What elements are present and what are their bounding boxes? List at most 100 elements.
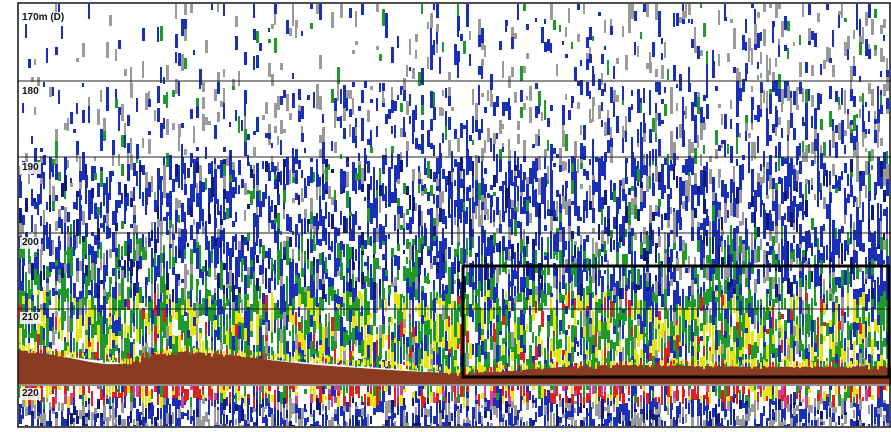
echo-speckle — [472, 170, 474, 176]
echo-speckle — [520, 239, 523, 249]
echo-speckle — [565, 267, 568, 273]
echo-speckle — [640, 143, 643, 159]
echo-speckle — [595, 274, 597, 280]
echo-speckle — [772, 81, 775, 87]
echo-speckle — [508, 318, 510, 332]
echo-speckle — [376, 4, 379, 12]
echo-speckle — [433, 145, 435, 156]
echo-speckle — [718, 169, 721, 178]
echo-speckle — [304, 287, 307, 292]
echo-speckle — [382, 316, 385, 324]
echo-speckle — [136, 261, 139, 270]
echo-speckle — [391, 87, 393, 100]
echo-speckle — [478, 19, 481, 35]
echo-speckle — [796, 281, 798, 296]
echo-speckle — [694, 267, 697, 278]
echo-speckle — [19, 223, 22, 236]
echo-speckle — [175, 210, 178, 222]
echo-speckle — [607, 296, 610, 300]
echo-speckle — [604, 217, 606, 227]
echo-speckle — [439, 153, 442, 168]
echo-speckle — [523, 185, 525, 192]
echo-speckle — [79, 205, 82, 221]
echo-speckle — [268, 206, 271, 223]
echo-speckle — [472, 276, 474, 282]
echo-speckle — [565, 181, 568, 188]
echo-speckle — [130, 351, 133, 362]
echo-speckle — [472, 161, 474, 170]
echo-speckle — [766, 195, 769, 199]
echo-speckle — [829, 58, 832, 63]
echo-speckle — [784, 339, 786, 356]
echo-speckle — [718, 313, 721, 321]
echo-speckle — [136, 233, 138, 239]
echo-speckle — [154, 266, 157, 281]
echo-speckle — [493, 144, 495, 161]
echo-speckle — [406, 239, 409, 249]
echo-speckle — [622, 126, 624, 130]
echo-speckle — [709, 237, 711, 248]
echo-speckle — [772, 87, 775, 92]
echo-speckle — [709, 310, 711, 315]
echo-speckle — [616, 328, 618, 332]
echo-speckle — [505, 300, 508, 305]
echo-speckle — [781, 314, 784, 319]
echo-speckle — [553, 234, 556, 242]
echo-speckle — [247, 294, 249, 300]
echo-speckle — [121, 104, 124, 121]
echo-speckle — [265, 251, 268, 258]
echo-speckle — [52, 313, 54, 327]
echo-speckle — [463, 211, 466, 224]
echo-speckle — [412, 267, 415, 282]
echo-speckle — [805, 184, 807, 200]
echo-speckle — [733, 355, 736, 367]
echo-speckle — [346, 306, 349, 316]
echo-speckle — [127, 300, 130, 310]
echo-speckle — [598, 249, 601, 256]
echo-speckle — [736, 97, 739, 109]
echo-speckle — [124, 338, 127, 355]
echo-speckle — [835, 326, 837, 342]
echo-speckle — [556, 217, 558, 221]
echo-speckle — [55, 281, 57, 285]
echo-speckle — [472, 282, 475, 290]
echo-speckle — [304, 320, 307, 335]
echo-speckle — [91, 246, 94, 263]
echo-speckle — [157, 168, 160, 177]
echo-speckle — [706, 306, 708, 310]
echo-speckle — [313, 257, 315, 266]
echo-speckle — [229, 122, 231, 127]
echo-speckle — [529, 289, 532, 295]
echo-speckle — [595, 302, 598, 319]
echo-speckle — [397, 154, 400, 169]
echo-speckle — [286, 214, 289, 231]
echo-speckle — [418, 275, 420, 282]
echo-speckle — [133, 250, 136, 261]
echo-speckle — [814, 302, 817, 306]
echo-speckle — [319, 297, 322, 310]
echo-speckle — [529, 315, 532, 327]
echo-speckle — [454, 280, 456, 284]
echo-speckle — [433, 194, 435, 204]
echo-speckle — [325, 228, 327, 245]
echo-speckle — [46, 278, 49, 283]
echo-speckle — [466, 120, 468, 134]
echo-speckle — [124, 260, 126, 274]
echo-speckle — [466, 316, 468, 331]
echo-speckle — [391, 146, 394, 153]
echo-speckle — [271, 162, 274, 172]
echo-speckle — [472, 197, 474, 202]
echo-speckle — [859, 297, 862, 305]
echo-speckle — [778, 142, 781, 158]
echo-speckle — [448, 117, 451, 130]
echo-speckle — [442, 320, 444, 337]
echo-speckle — [70, 260, 73, 276]
echo-speckle — [538, 344, 541, 357]
echo-speckle — [670, 160, 672, 164]
echo-speckle — [349, 270, 351, 279]
echo-speckle — [313, 216, 316, 226]
echo-speckle — [742, 244, 745, 261]
echo-speckle — [457, 255, 459, 261]
echo-speckle — [370, 86, 373, 90]
echo-speckle — [598, 331, 601, 336]
